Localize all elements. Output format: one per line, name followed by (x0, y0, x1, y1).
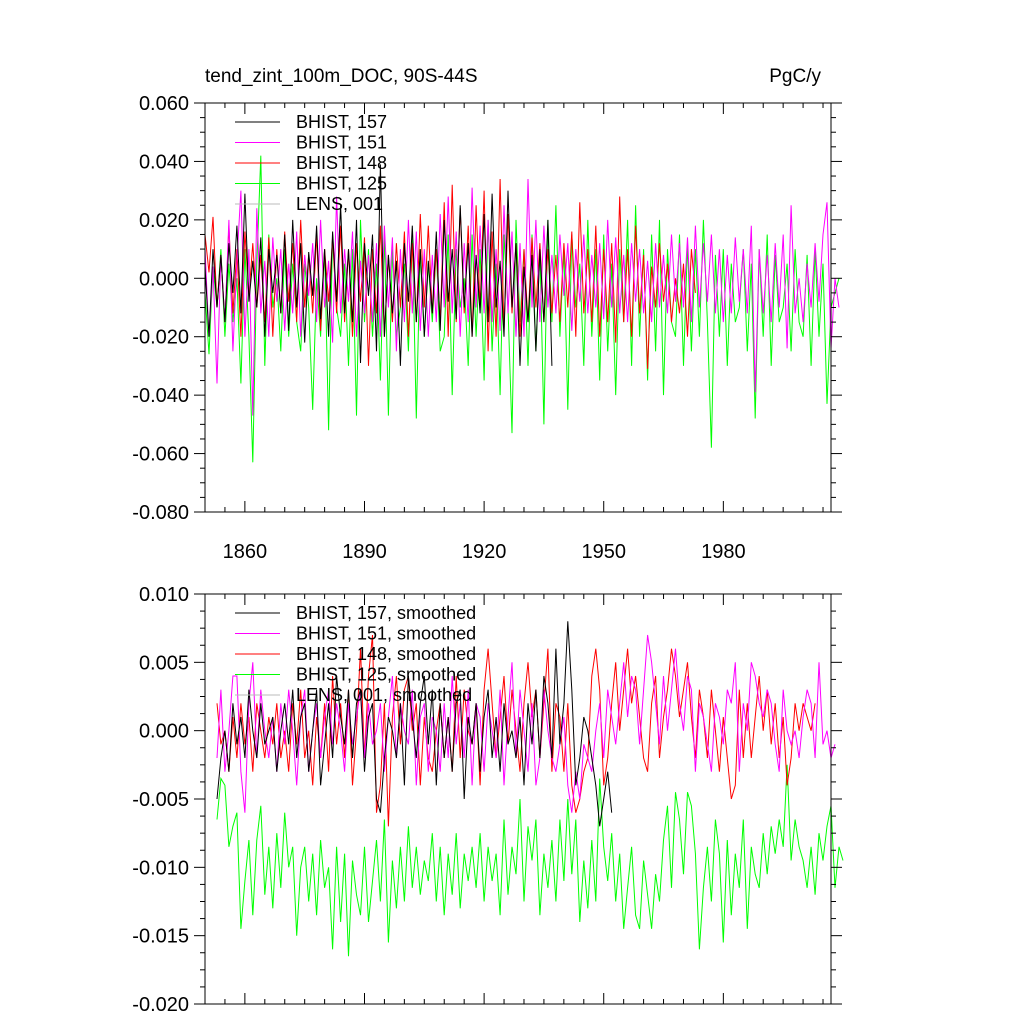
series-line-bhist-157 (204, 164, 553, 366)
legend-entry: BHIST, 157, smoothed (296, 603, 476, 623)
top-panel: -0.080 -0.060 -0.040 -0.020 0.000 0.020 0.040 0… (132, 93, 842, 563)
legend-entry: BHIST, 151, smoothed (296, 624, 476, 644)
legend-entry: BHIST, 157 (296, 112, 387, 132)
y-tick-label: -0.040 (132, 385, 189, 407)
series-line-bhist-125-smoothed (216, 764, 844, 957)
y-tick-label: -0.010 (132, 857, 189, 879)
y-tick-label: 0.010 (139, 584, 189, 606)
y-tick-label: 0.000 (139, 721, 189, 743)
y-tick-label: 0.060 (139, 93, 189, 115)
legend-entry: BHIST, 125, smoothed (296, 665, 476, 685)
y-tick-label: -0.060 (132, 444, 189, 466)
series-line-bhist-151 (204, 178, 840, 416)
y-tick-label: -0.005 (132, 789, 189, 811)
x-tick-label: 1920 (462, 541, 507, 563)
legend-entry: LENS, 001, smoothed (296, 685, 472, 705)
x-tick-label: 1890 (342, 541, 387, 563)
legend-entry: LENS, 001 (296, 194, 383, 214)
series-line-bhist-157-smoothed (216, 621, 613, 827)
y-tick-label: 0.005 (139, 652, 189, 674)
x-tick-label: 1950 (581, 541, 626, 563)
bottom-panel: -0.020 -0.015 -0.010 -0.005 0.000 0.005 0.010 B… (132, 584, 844, 1016)
chart-units: PgC/y (769, 66, 821, 87)
legend-entry: BHIST, 148 (296, 153, 387, 173)
legend-entry: BHIST, 151 (296, 133, 387, 153)
y-tick-label: -0.020 (132, 327, 189, 349)
legend-entry: BHIST, 148, smoothed (296, 644, 476, 664)
y-tick-label: 0.000 (139, 268, 189, 290)
y-tick-label: -0.015 (132, 926, 189, 948)
y-tick-label: -0.020 (132, 994, 189, 1016)
y-tick-label: -0.080 (132, 502, 189, 524)
y-tick-label: 0.020 (139, 210, 189, 232)
series-lines (216, 621, 844, 957)
y-tick-label: 0.040 (139, 151, 189, 173)
legend-entry: BHIST, 125 (296, 174, 387, 194)
series-line-bhist-148-smoothed (216, 634, 816, 827)
axis-ticks: -0.080 -0.060 -0.040 -0.020 0.000 0.020 0.040 0… (132, 93, 842, 563)
chart-title: tend_zint_100m_DOC, 90S-44S (205, 66, 478, 87)
x-tick-label: 1980 (701, 541, 746, 563)
series-lines (204, 155, 840, 463)
axis-ticks: -0.020 -0.015 -0.010 -0.005 0.000 0.005 0.010 (132, 584, 842, 1016)
x-tick-label: 1860 (223, 541, 268, 563)
